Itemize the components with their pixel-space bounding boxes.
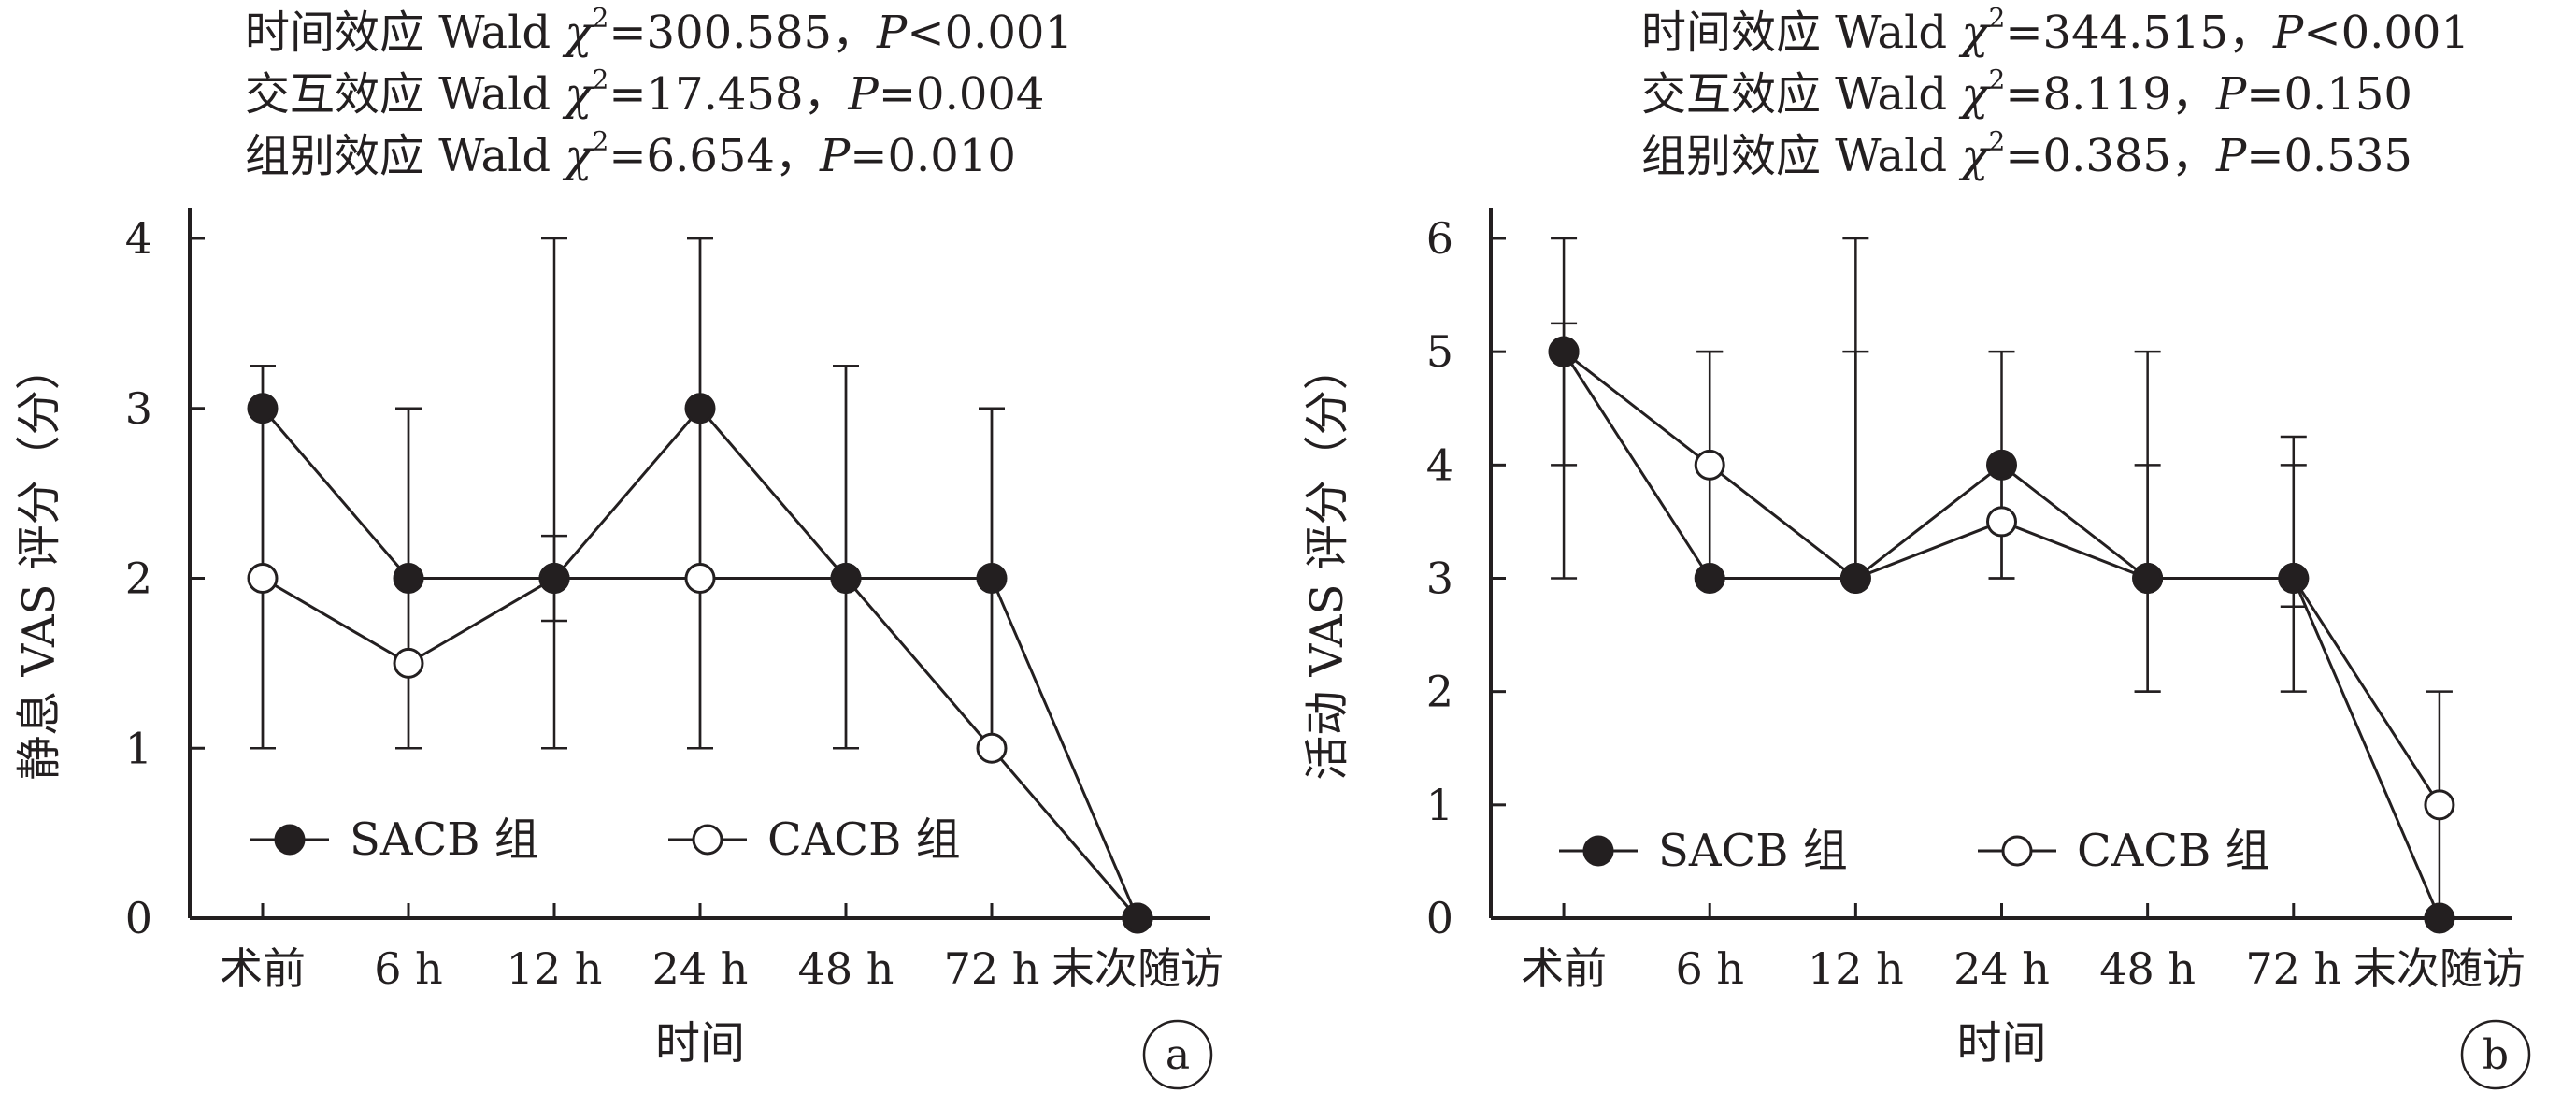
chart-panel-b: 时间效应 Wald χ2=344.515，P<0.001 交互效应 Wald χ… [1288,0,2576,1093]
y-tick-label: 1 [125,723,152,773]
legend-marker [1582,835,1614,867]
x-tick-label: 6 h [374,943,443,994]
x-tick-label: 48 h [798,943,894,994]
x-tick-label: 术前 [1521,943,1607,994]
x-tick-label: 24 h [652,943,749,994]
data-point-sacb [1548,336,1580,367]
panel-label: b [2483,1031,2509,1079]
stats-line: 交互效应 Wald χ2=8.119，P=0.150 [1641,64,2412,121]
x-tick-label: 24 h [1953,943,2050,994]
data-point-cacb [2424,789,2455,821]
y-axis-title: 活动 VAS 评分（分） [1301,345,1353,780]
legend-label: SACB 组 [350,813,539,866]
legend-marker [692,824,723,856]
x-tick-label: 72 h [2245,943,2341,994]
x-tick-label: 48 h [2099,943,2196,994]
x-tick-label: 末次随访 [1052,943,1224,994]
data-point-sacb [393,563,424,594]
data-point-sacb [2424,902,2455,934]
y-tick-label: 6 [1426,213,1453,264]
legend-label: SACB 组 [1658,825,1848,877]
y-axis-title: 静息 VAS 评分（分） [13,345,65,780]
stats-line: 组别效应 Wald χ2=0.385，P=0.535 [1641,125,2412,182]
x-tick-label: 12 h [1808,943,1904,994]
panel-label-circle [1142,1019,1213,1090]
stats-line: 时间效应 Wald χ2=344.515，P<0.001 [1641,2,2469,59]
data-point-cacb [393,647,424,679]
y-tick-label: 4 [1426,439,1453,490]
data-point-cacb [1986,506,2017,538]
legend-label: CACB 组 [2077,825,2270,877]
legend-label: CACB 组 [767,813,961,866]
y-tick-label: 0 [125,893,152,943]
y-tick-label: 4 [125,213,152,264]
stats-line: 组别效应 Wald χ2=6.654，P=0.010 [245,125,1016,182]
x-tick-label: 72 h [944,943,1040,994]
y-tick-label: 0 [1426,893,1453,943]
legend-marker [2001,835,2033,867]
y-tick-label: 5 [1426,326,1453,377]
y-tick-label: 3 [1426,554,1453,604]
data-point-sacb [1694,563,1725,594]
stats-block-b: 时间效应 Wald χ2=344.515，P<0.001 交互效应 Wald χ… [1641,2,2469,187]
x-tick-label: 6 h [1675,943,1744,994]
data-point-cacb [247,563,279,594]
panel-label-circle [2460,1019,2531,1090]
x-tick-label: 术前 [220,943,306,994]
data-point-sacb [538,563,570,594]
legend-marker [274,824,306,856]
panel-label: a [1166,1031,1190,1079]
data-point-sacb [684,393,716,424]
data-point-sacb [976,563,1008,594]
data-point-sacb [247,393,279,424]
y-tick-label: 3 [125,383,152,434]
x-axis-title: 时间 [1956,1017,2046,1070]
data-point-sacb [1122,902,1153,934]
data-point-sacb [1839,563,1871,594]
data-point-cacb [976,732,1008,764]
stats-line: 时间效应 Wald χ2=300.585，P<0.001 [245,2,1073,59]
y-tick-label: 2 [1426,667,1453,717]
chart-panel-a: 时间效应 Wald χ2=300.585，P<0.001 交互效应 Wald χ… [13,2,1224,1090]
x-tick-label: 12 h [507,943,603,994]
y-tick-label: 2 [125,554,152,604]
data-point-sacb [2278,563,2310,594]
x-tick-label: 末次随访 [2354,943,2526,994]
x-axis-title: 时间 [655,1017,745,1070]
data-point-cacb [1694,449,1725,481]
data-point-cacb [684,563,716,594]
stats-block-a: 时间效应 Wald χ2=300.585，P<0.001 交互效应 Wald χ… [245,2,1073,187]
data-point-sacb [1986,449,2017,481]
stats-line: 交互效应 Wald χ2=17.458，P=0.004 [245,64,1045,121]
data-point-sacb [2132,563,2164,594]
data-point-sacb [830,563,862,594]
y-tick-label: 1 [1426,780,1453,830]
